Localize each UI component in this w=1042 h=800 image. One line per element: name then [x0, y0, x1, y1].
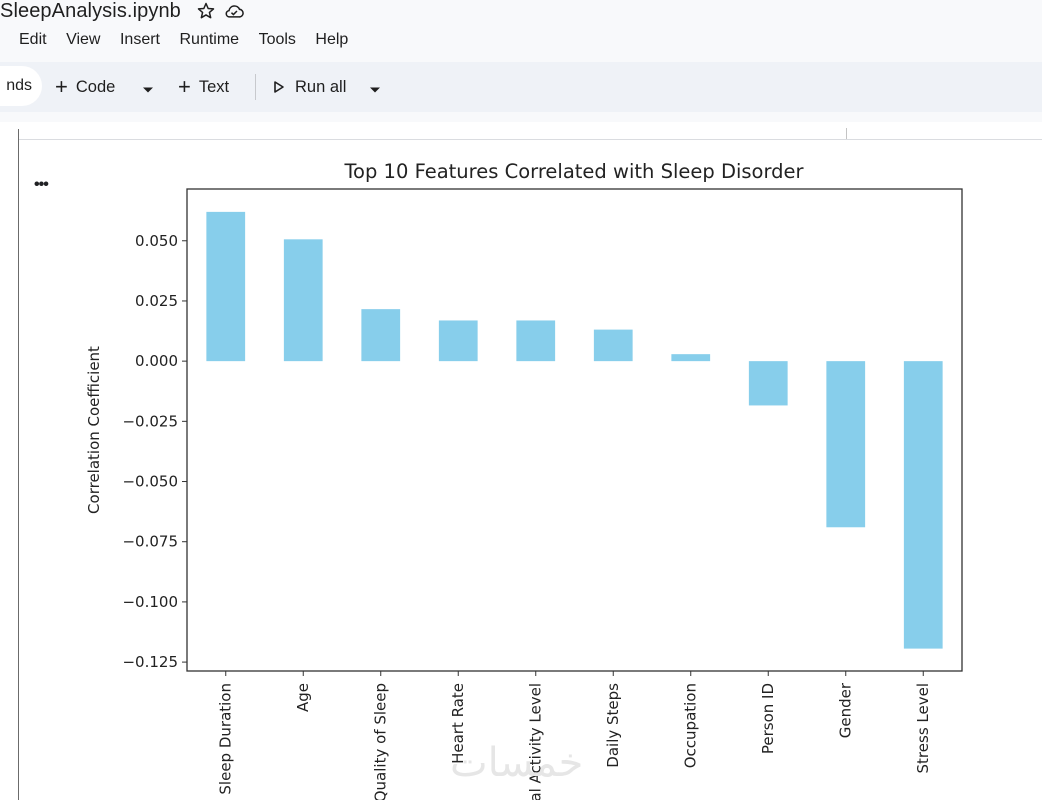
bar-age — [283, 239, 323, 362]
plus-icon: + — [55, 74, 68, 99]
bar-occupation — [671, 354, 711, 362]
menu-view[interactable]: View — [66, 31, 101, 48]
output-more-button[interactable]: ••• — [34, 176, 49, 193]
y-tick-label: −0.050 — [122, 473, 178, 491]
bar-stress-level — [903, 361, 943, 649]
notebook-header: SleepAnalysis.ipynb Edit View Insert Run… — [0, 0, 1042, 62]
x-tick-label: Sleep Duration — [216, 683, 234, 795]
cell-border — [18, 129, 19, 800]
y-tick-label: −0.100 — [122, 593, 178, 611]
plus-icon: + — [178, 74, 191, 99]
star-icon[interactable] — [195, 0, 217, 22]
y-tick-label: 0.025 — [135, 292, 178, 310]
x-tick-label: Age — [294, 683, 312, 712]
run-all-dropdown-button[interactable] — [369, 79, 381, 101]
x-tick-label: Daily Steps — [604, 683, 622, 768]
add-code-label: Code — [75, 77, 116, 96]
add-text-label: Text — [198, 77, 230, 96]
bar-quality-of-sleep — [361, 309, 401, 362]
chart-title: Top 10 Features Correlated with Sleep Di… — [343, 160, 804, 183]
run-all-button[interactable]: Run all — [272, 76, 346, 98]
caret-down-icon — [143, 87, 153, 93]
cell-resize-handle[interactable] — [846, 128, 847, 139]
x-tick-label: Stress Level — [914, 683, 932, 773]
bar-physical-activity-level — [516, 320, 556, 362]
bar-sleep-duration — [206, 211, 246, 362]
y-tick-label: 0.000 — [135, 352, 178, 370]
run-all-label: Run all — [295, 77, 347, 96]
x-tick-label: Physical Activity Level — [526, 683, 544, 800]
caret-down-icon — [370, 87, 380, 93]
code-dropdown-button[interactable] — [142, 79, 154, 101]
menu-edit[interactable]: Edit — [19, 31, 47, 48]
x-tick-label: Heart Rate — [449, 683, 467, 764]
menu-tools[interactable]: Tools — [258, 31, 296, 48]
add-text-button[interactable]: + Text — [178, 76, 229, 98]
commands-button[interactable]: nds — [0, 66, 42, 106]
toolbar-shadow — [0, 112, 1042, 122]
title-row: SleepAnalysis.ipynb — [0, 0, 245, 25]
bar-daily-steps — [593, 329, 633, 362]
x-tick-label: Occupation — [681, 683, 699, 768]
x-tick-label: Quality of Sleep — [371, 683, 389, 800]
commands-label: nds — [6, 77, 32, 94]
menu-runtime[interactable]: Runtime — [179, 31, 240, 48]
bar-person-id — [748, 361, 788, 406]
y-tick-label: 0.050 — [135, 232, 178, 250]
x-tick-label: Gender — [836, 682, 854, 738]
bar-heart-rate — [438, 320, 478, 362]
cloud-saved-icon[interactable] — [223, 0, 245, 22]
plot-frame — [186, 188, 963, 672]
menu-help[interactable]: Help — [315, 31, 349, 48]
add-code-button[interactable]: + Code — [55, 76, 115, 98]
menu-bar: Edit View Insert Runtime Tools Help — [19, 31, 368, 49]
y-axis-label: Correlation Coefficient — [85, 346, 103, 514]
play-icon — [274, 81, 284, 93]
cell-divider — [19, 139, 1042, 140]
y-tick-label: −0.125 — [122, 653, 178, 671]
menu-insert[interactable]: Insert — [119, 31, 160, 48]
x-tick-label: Person ID — [759, 683, 777, 754]
notebook-title[interactable]: SleepAnalysis.ipynb — [0, 0, 181, 22]
y-tick-label: −0.025 — [122, 412, 178, 430]
bar-gender — [826, 361, 866, 528]
toolbar-divider — [255, 74, 256, 100]
watermark: خمسات — [450, 740, 584, 786]
y-tick-label: −0.075 — [122, 533, 178, 551]
notebook-toolbar: nds + Code + Text Run all — [0, 62, 1042, 112]
